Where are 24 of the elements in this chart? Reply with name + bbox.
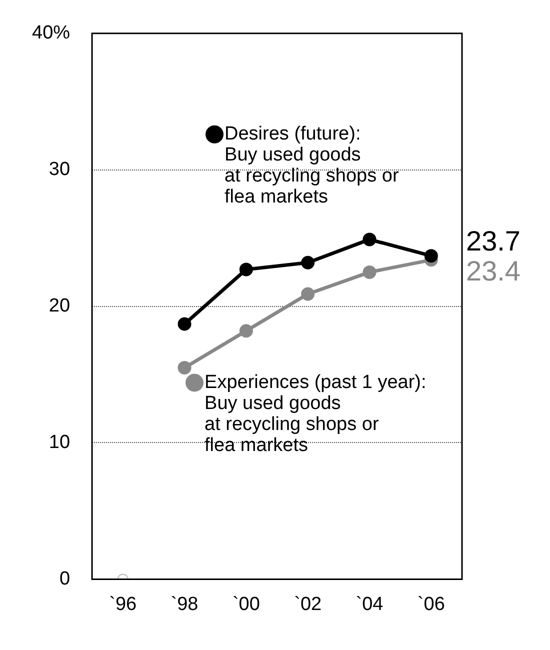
point — [178, 360, 192, 374]
point — [301, 287, 315, 301]
point — [239, 262, 253, 276]
point — [424, 249, 438, 263]
point — [362, 232, 376, 246]
y-tick-label: 0 — [59, 568, 70, 590]
x-tick-label: `96 — [109, 594, 137, 615]
data-label: 23.4 — [466, 256, 520, 287]
legend-label: Desires (future): Buy used goods at recycling shops or flea markets — [224, 124, 400, 208]
point — [301, 256, 315, 270]
y-tick-label: 40% — [32, 22, 70, 44]
x-tick-label: `06 — [417, 594, 445, 615]
x-tick-label: `00 — [232, 594, 260, 615]
y-tick-label: 10 — [48, 432, 70, 453]
point — [178, 317, 192, 331]
y-tick-label: 30 — [48, 159, 70, 180]
x-tick-label: `04 — [356, 594, 384, 615]
legend-label: Experiences (past 1 year): Buy used goods at recycling shops or flea markets — [204, 372, 426, 456]
x-tick-label: `98 — [170, 594, 198, 615]
x-tick-label: `02 — [294, 594, 322, 615]
point — [239, 324, 253, 338]
data-label: 23.7 — [466, 226, 520, 257]
point — [362, 265, 376, 279]
y-tick-label: 20 — [48, 296, 70, 317]
